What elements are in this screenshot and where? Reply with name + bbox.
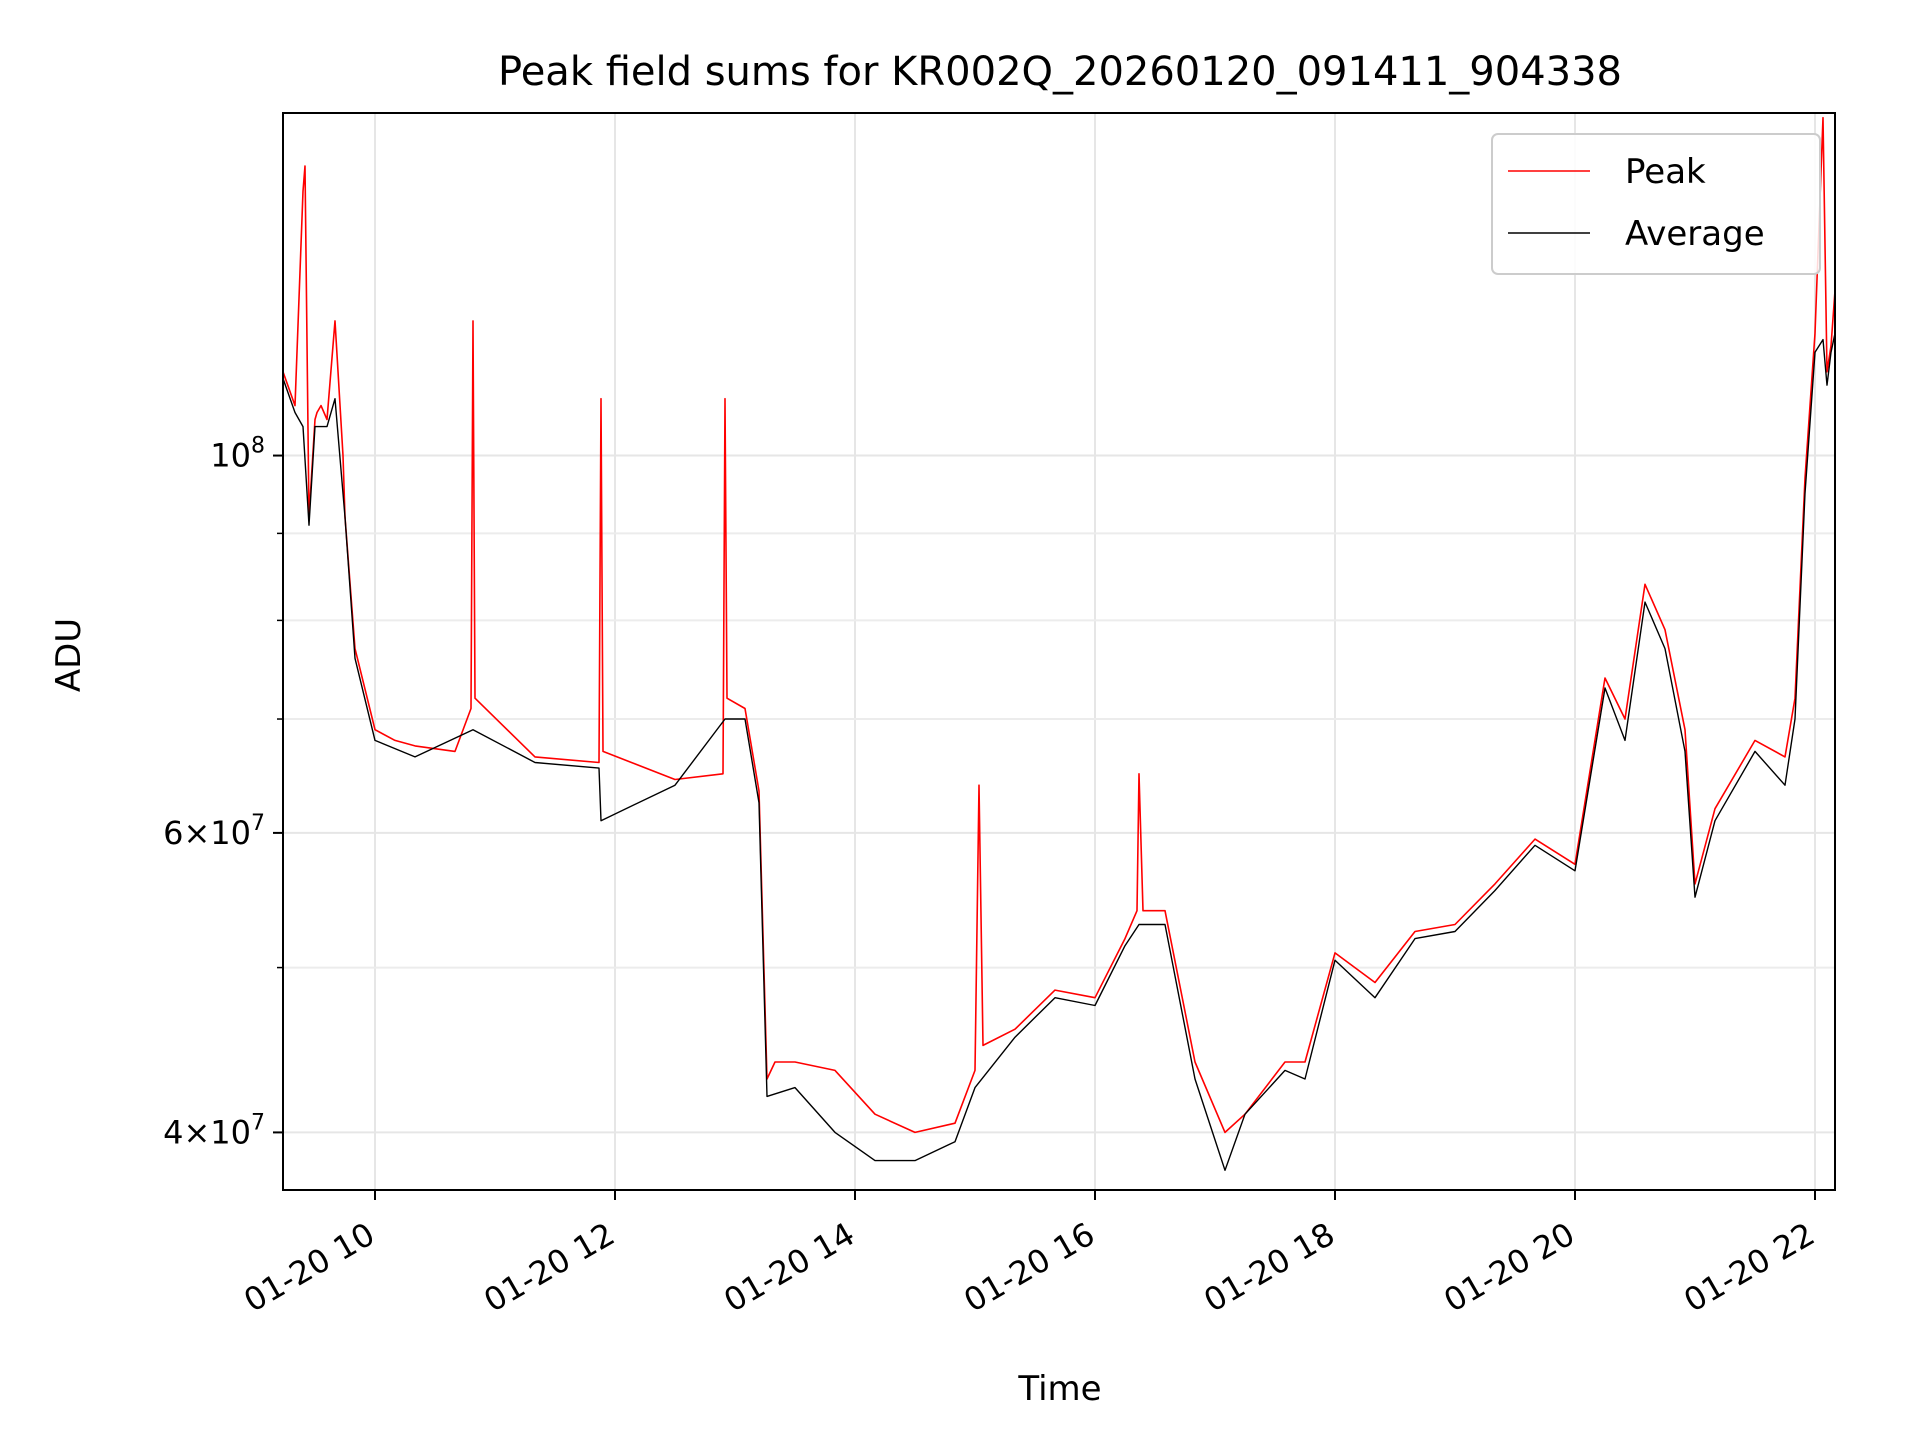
- x-axis-label: Time: [1017, 1369, 1101, 1409]
- series-line-peak: [282, 116, 1836, 1134]
- y-tick-label: 108: [210, 434, 265, 475]
- y-axis-label: ADU: [49, 618, 89, 692]
- grid: [283, 113, 1835, 1190]
- y-tick-label-base: 6×10: [163, 814, 251, 852]
- y-tick-label: 4×107: [163, 1110, 265, 1151]
- y-tick-label-exponent: 8: [251, 434, 265, 459]
- y-tick-label-base: 10: [210, 437, 251, 475]
- y-tick-label-exponent: 7: [251, 1110, 265, 1135]
- legend-box: [1491, 133, 1821, 275]
- chart-title: Peak field sums for KR002Q_20260120_0914…: [498, 49, 1622, 95]
- series-line-average: [282, 333, 1836, 1172]
- legend: Peak Average: [1491, 133, 1821, 275]
- y-tick-label-base: 4×10: [163, 1113, 251, 1151]
- legend-peak-label: Peak: [1625, 152, 1706, 192]
- y-tick-label-exponent: 7: [251, 811, 265, 836]
- plot-frame: [282, 112, 1836, 1191]
- y-tick-label: 6×107: [163, 811, 265, 852]
- series-layer: [282, 116, 1836, 1172]
- legend-average-label: Average: [1625, 214, 1765, 254]
